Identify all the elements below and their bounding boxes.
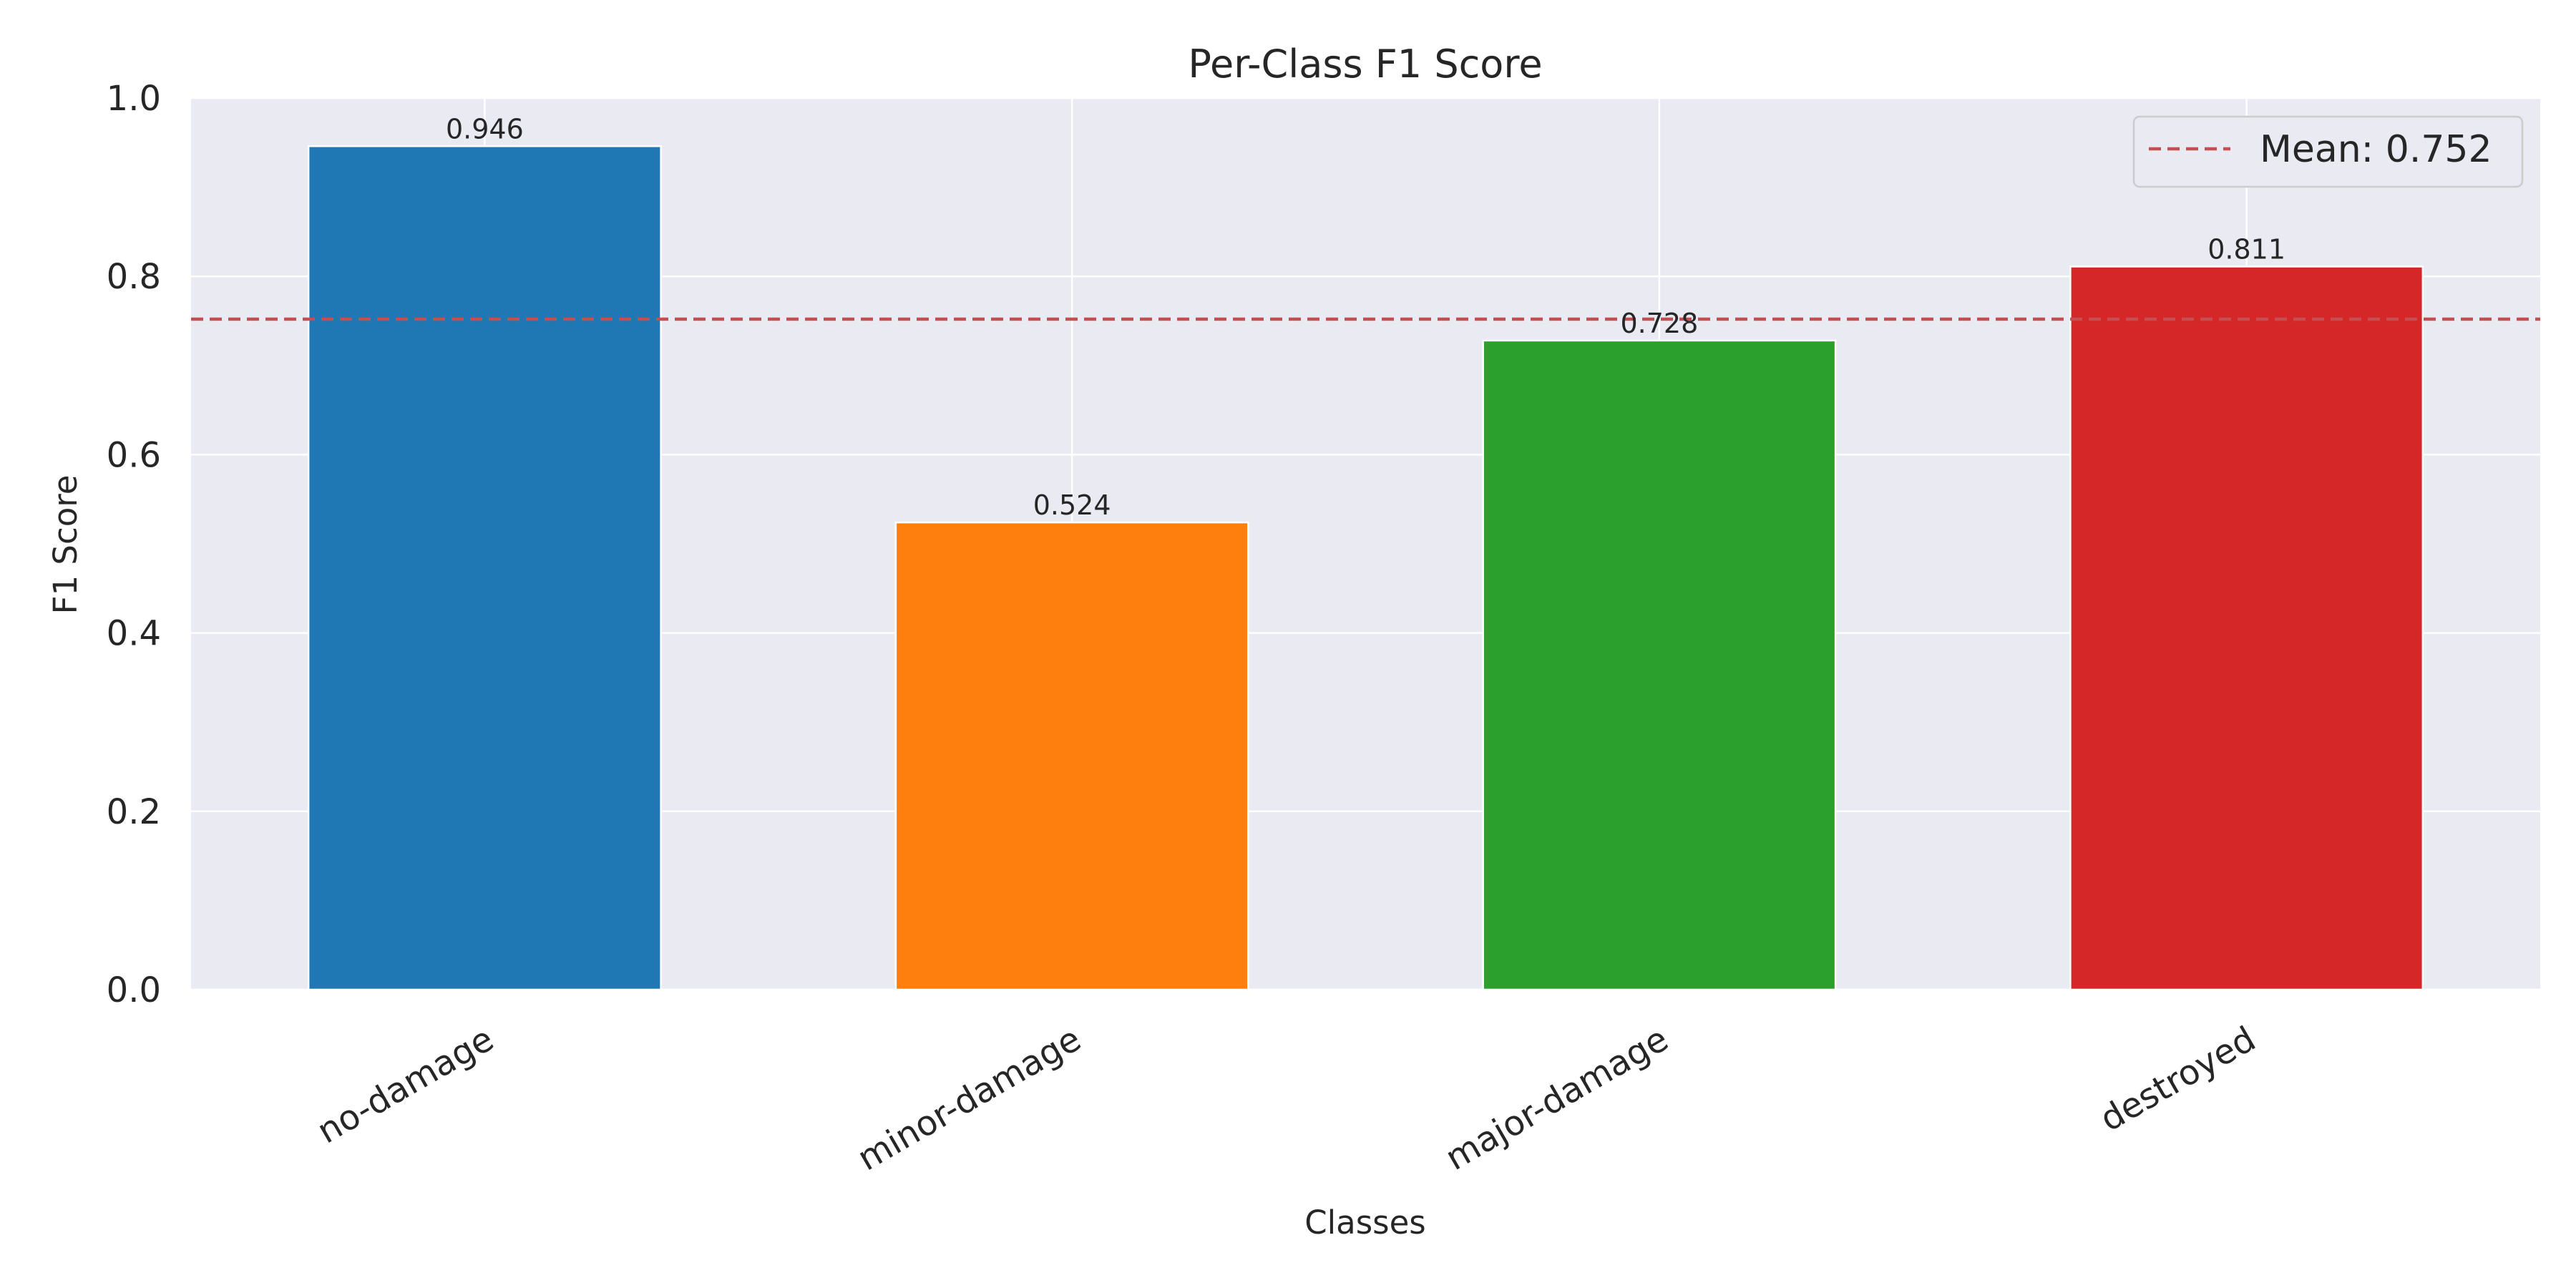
y-tick-label: 0.0 bbox=[107, 970, 161, 1010]
y-tick-label: 0.2 bbox=[107, 792, 161, 832]
data-label-minor-damage: 0.524 bbox=[1033, 489, 1111, 521]
data-label-major-damage: 0.728 bbox=[1620, 308, 1698, 339]
data-label-no-damage: 0.946 bbox=[446, 113, 524, 145]
legend-frame bbox=[2132, 115, 2524, 188]
y-axis-ticks: 0.0 0.2 0.4 0.6 0.8 1.0 bbox=[107, 79, 161, 1010]
bar-no-damage bbox=[307, 145, 662, 991]
bars bbox=[307, 145, 2424, 991]
y-tick-label: 1.0 bbox=[107, 79, 161, 119]
bar-destroyed bbox=[2069, 265, 2424, 991]
legend-entry-mean: Mean: 0.752 bbox=[2260, 128, 2492, 171]
x-axis-label: Classes bbox=[1304, 1204, 1426, 1241]
data-label-destroyed: 0.811 bbox=[2207, 233, 2285, 265]
y-tick-label: 0.8 bbox=[107, 257, 161, 297]
y-tick-label: 0.6 bbox=[107, 435, 161, 475]
y-axis-label: F1 Score bbox=[47, 475, 84, 615]
data-labels: 0.946 0.524 0.728 0.811 bbox=[446, 113, 2285, 521]
bar-major-damage bbox=[1482, 339, 1837, 991]
y-tick-label: 0.4 bbox=[107, 614, 161, 654]
legend: Mean: 0.752 bbox=[2132, 115, 2524, 188]
chart-title: Per-Class F1 Score bbox=[1188, 42, 1542, 87]
bar-minor-damage bbox=[894, 521, 1249, 991]
